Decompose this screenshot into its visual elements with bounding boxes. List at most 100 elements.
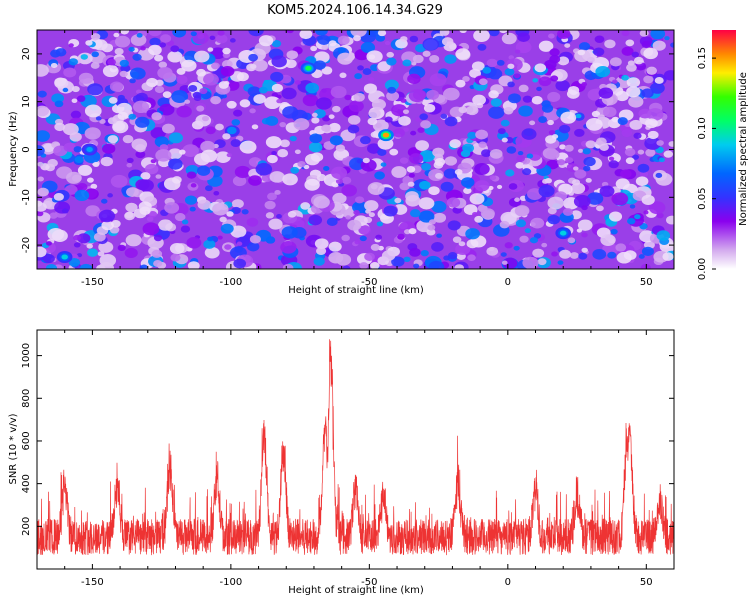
heatmap-blob <box>330 85 347 99</box>
heatmap-blob <box>339 72 347 78</box>
x-tick-label: -150 <box>81 577 104 588</box>
heatmap-blob <box>153 234 163 242</box>
heatmap-blob <box>465 228 480 240</box>
heatmap-blob <box>644 137 661 150</box>
heatmap-blob <box>113 32 120 38</box>
heatmap-blob <box>656 230 671 241</box>
heatmap-blob <box>37 64 49 77</box>
heatmap-blob <box>515 41 532 54</box>
heatmap-blob <box>467 254 476 261</box>
heatmap-blob <box>99 118 106 124</box>
heatmap-blob <box>581 205 588 211</box>
heatmap-blob <box>265 212 275 219</box>
heatmap-blob <box>462 75 470 82</box>
heatmap-blob <box>308 214 323 226</box>
heatmap-blob <box>477 43 487 51</box>
heatmap-blob <box>549 55 561 64</box>
heatmap-blob <box>315 30 328 36</box>
heatmap-blob <box>71 98 78 103</box>
snr-ticks: -150 -100 -50 0 50 200 400 600 800 1000 <box>21 330 675 588</box>
heatmap-blob <box>151 112 162 121</box>
heatmap-blob <box>294 80 301 85</box>
heatmap-blob <box>269 171 285 183</box>
heatmap-blob <box>158 61 168 69</box>
heatmap-blob <box>454 169 463 175</box>
heatmap-blob <box>641 40 652 49</box>
heatmap-blob <box>231 119 241 126</box>
heatmap-blob <box>271 39 282 48</box>
heatmap-blob <box>226 100 237 109</box>
heatmap-blob <box>466 105 479 116</box>
heatmap-blob <box>305 82 320 94</box>
heatmap-blob <box>348 100 364 112</box>
heatmap-blob <box>393 128 405 138</box>
heatmap-blob <box>253 94 266 104</box>
heatmap-blob <box>347 219 362 231</box>
heatmap-blob <box>668 141 674 147</box>
heatmap-blob <box>531 96 543 105</box>
heatmap-blob <box>122 135 134 144</box>
heatmap-blob <box>51 229 68 242</box>
heatmap-blob <box>505 169 515 177</box>
heatmap-blob <box>615 178 630 190</box>
heatmap-blob <box>621 30 630 37</box>
heatmap-blob <box>128 46 135 52</box>
heatmap-blob <box>85 205 101 217</box>
heatmap-blob <box>129 78 136 84</box>
heatmap-blob <box>533 233 542 239</box>
heatmap-blob <box>209 35 216 40</box>
heatmap-blob <box>350 30 367 38</box>
heatmap-blob <box>593 47 605 57</box>
y-tick-label: -10 <box>21 189 32 205</box>
heatmap-blob <box>148 44 162 56</box>
heatmap-blob <box>604 39 616 49</box>
heatmap-blob <box>408 228 417 235</box>
heatmap-blob <box>293 118 310 131</box>
heatmap-blob <box>446 197 461 208</box>
heatmap-blob <box>246 217 259 227</box>
heatmap-blob <box>547 214 560 225</box>
heatmap-blob <box>321 44 329 50</box>
heatmap-blob <box>632 154 640 160</box>
heatmap-blob <box>643 75 654 84</box>
heatmap-blob <box>326 217 338 227</box>
heatmap-blob <box>126 187 139 197</box>
heatmap-blob <box>37 210 44 217</box>
heatmap-blob <box>61 208 69 214</box>
heatmap-blob <box>585 117 603 131</box>
heatmap-blob <box>297 160 306 168</box>
heatmap-blob <box>502 257 518 269</box>
heatmap-blob <box>154 85 165 94</box>
heatmap-blob <box>583 165 591 172</box>
heatmap-blob <box>377 148 387 156</box>
heatmap-blob <box>423 103 436 113</box>
heatmap-blob <box>420 250 429 257</box>
heatmap-blob <box>586 192 604 205</box>
heatmap-blob <box>547 196 564 210</box>
heatmap-blob <box>458 241 466 247</box>
snr-panel: -150 -100 -50 0 50 200 400 600 800 1000 Height of… <box>8 329 675 596</box>
x-tick-label: -100 <box>220 277 243 288</box>
heatmap-blob <box>139 206 151 215</box>
heatmap-blob <box>310 152 324 162</box>
heatmap-blob <box>80 54 88 60</box>
heatmap-blob <box>279 139 290 148</box>
heatmap-blob <box>617 117 628 125</box>
heatmap-blob <box>362 157 370 164</box>
heatmap-blob <box>264 200 276 210</box>
heatmap-blob <box>515 162 524 169</box>
heatmap-blob <box>377 30 387 37</box>
heatmap-blob <box>447 220 461 231</box>
heatmap-peak <box>61 254 68 260</box>
heatmap-blob <box>101 43 114 53</box>
heatmap-blob <box>658 157 665 163</box>
heatmap-blob <box>102 143 116 154</box>
heatmap-blob <box>236 241 243 246</box>
heatmap-blob <box>255 162 273 176</box>
heatmap-blob <box>151 249 163 258</box>
heatmap-blob <box>207 47 214 52</box>
heatmap-blob <box>547 91 561 103</box>
heatmap-blob <box>486 58 498 68</box>
heatmap-blob <box>597 114 605 121</box>
heatmap-blob <box>69 132 82 142</box>
